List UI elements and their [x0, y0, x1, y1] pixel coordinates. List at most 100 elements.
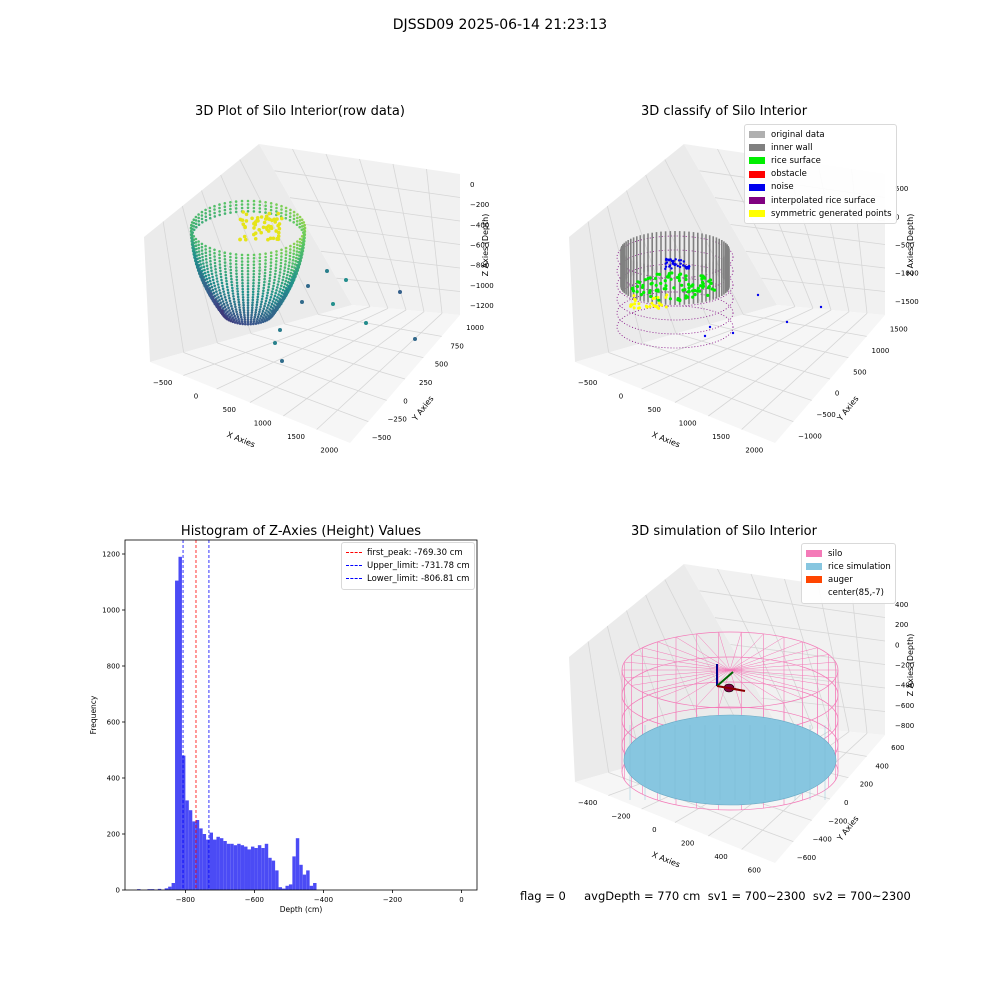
histogram-chart: −800 −600 −400 −200 0 0 200 400 600 800 1000 1200 De…	[89, 539, 478, 914]
panel1-data-point	[206, 287, 209, 290]
histogram-bar	[254, 848, 258, 890]
panel1-data-point	[233, 321, 237, 324]
histogram-bar	[264, 843, 269, 890]
panel1-data-point	[253, 315, 257, 319]
panel1-data-point	[241, 322, 244, 326]
histogram-bar	[230, 843, 234, 890]
histogram-bar	[288, 884, 293, 890]
panel1-data-point	[263, 277, 266, 281]
panel2-rice-surface-point	[710, 287, 714, 291]
panel1-data-point	[252, 281, 255, 285]
panel1-data-point	[220, 278, 223, 282]
panel1-data-point	[285, 288, 288, 292]
panel1-data-point	[202, 265, 206, 268]
panel1-data-point	[197, 240, 200, 243]
panel1-data-point	[279, 261, 283, 265]
panel1-data-point	[208, 250, 212, 253]
panel1-data-point	[271, 300, 275, 303]
legend-line	[346, 552, 362, 554]
panel1-data-point	[220, 297, 224, 300]
panel1-y-tick-label: −250	[388, 416, 407, 424]
panel2-rice-surface-point	[643, 278, 647, 282]
panel2-symmetric-ring	[616, 277, 734, 321]
histogram-bar	[295, 838, 300, 890]
panel1-data-point	[213, 251, 216, 255]
panel1-data-point	[234, 259, 238, 263]
histogram-bar	[150, 889, 155, 890]
panel1-data-point	[252, 272, 256, 276]
histogram-y-tick-label: 600	[107, 719, 120, 727]
panel1-data-point	[288, 251, 292, 254]
panel2-noise-point	[664, 265, 668, 268]
legend-item: Upper_limit: -731.78 cm	[346, 559, 470, 572]
panel2-z-tick-label: 0	[895, 213, 899, 221]
panel1-data-point	[254, 308, 258, 312]
panel1-data-point	[271, 287, 275, 290]
panel1-data-point	[250, 313, 253, 317]
panel1-data-point	[208, 256, 212, 260]
panel2-symmetric-point	[665, 293, 669, 297]
panel1-data-point	[208, 276, 211, 280]
panel2-pane-left	[569, 144, 777, 362]
panel1-data-point	[240, 320, 244, 323]
panel1-data-point	[257, 228, 261, 232]
panel1-data-point	[246, 276, 250, 279]
panel1-data-point	[260, 297, 264, 301]
panel1-outlier-point	[331, 302, 335, 306]
legend-label: Upper_limit: -731.78 cm	[367, 560, 470, 571]
panel1-data-point	[229, 262, 232, 265]
panel1-data-point	[264, 259, 267, 262]
panel1-z-tick-label: −1000	[470, 282, 494, 290]
panel2-z-axis-label: Z Axies (Depth)	[906, 214, 915, 277]
panel1-data-point	[227, 294, 231, 297]
panel4-title: 3D simulation of Silo Interior	[631, 524, 817, 539]
panel1-data-point	[229, 252, 232, 255]
legend-item: rice surface	[749, 154, 892, 167]
panel1-data-point	[242, 311, 246, 314]
panel1-data-point	[254, 322, 258, 325]
panel1-data-point	[250, 311, 254, 314]
panel1-data-point	[241, 275, 244, 279]
panel2-rice-surface-point	[635, 284, 639, 289]
panel4-silo-wire	[675, 669, 731, 704]
panel1-data-point	[231, 320, 235, 324]
panel1-data-point	[300, 247, 304, 251]
panel1-data-point	[217, 286, 220, 289]
legend-label: interpolated rice surface	[771, 195, 876, 206]
panel1-data-point	[213, 255, 216, 258]
panel1-data-point	[204, 281, 207, 285]
panel1-data-point	[288, 215, 292, 218]
panel1-data-point	[258, 203, 262, 207]
panel1-data-point	[246, 257, 250, 260]
panel1-data-point	[252, 203, 256, 206]
panel4-x-tick-label: −200	[611, 812, 630, 820]
histogram-legend: first_peak: -769.30 cm Upper_limit: -731.…	[341, 542, 475, 590]
legend-swatch	[749, 197, 765, 205]
panel1-data-point	[202, 278, 206, 281]
panel1-data-point	[271, 236, 276, 241]
panel1-data-point	[253, 237, 258, 241]
panel1-data-point	[255, 320, 258, 323]
panel4-y-tick-label: −600	[797, 854, 816, 862]
panel4-silo-wire	[696, 669, 731, 707]
panel1-data-point	[215, 277, 219, 280]
panel1-data-point	[284, 216, 288, 220]
panel1-data-point	[215, 274, 218, 277]
panel1-data-point	[286, 273, 289, 277]
panel1-data-point	[190, 237, 194, 240]
histogram-bar	[233, 845, 238, 890]
panel1-data-point	[275, 289, 278, 292]
panel4-grid-line	[587, 641, 610, 773]
panel1-data-point	[263, 274, 267, 278]
panel1-data-point	[235, 278, 239, 282]
panel2-rice-surface-point	[663, 279, 667, 283]
panel2-y-tick-label: −1000	[798, 432, 822, 440]
panel1-data-point	[264, 252, 267, 255]
panel1-data-point	[281, 278, 285, 282]
panel1-data-point	[246, 304, 250, 307]
histogram-bar	[299, 864, 303, 890]
panel1-data-point	[225, 282, 229, 286]
panel1-data-point	[275, 203, 278, 206]
panel2-rice-surface-point	[636, 280, 640, 284]
panel1-z-tick-label: −600	[470, 242, 489, 250]
